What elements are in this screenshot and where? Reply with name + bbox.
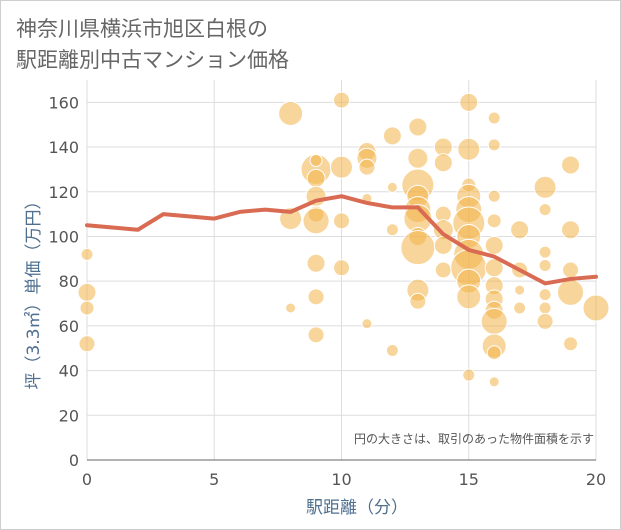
bubble [302,207,330,235]
bubble [488,376,500,388]
bubble [278,101,304,127]
bubble [538,301,552,315]
bubble [385,223,399,237]
bubble [487,138,501,152]
bubble [434,261,452,279]
size-note: 円の大きさは、取引のあった物件面積を示す [354,431,594,446]
bubble [457,137,481,161]
x-tick-label: 5 [209,470,219,489]
bubble [80,247,94,261]
bubble [484,235,504,255]
bubbles [77,91,610,388]
bubble [514,284,526,296]
bubble [386,181,398,193]
bubble [480,307,508,335]
bubble [79,300,95,316]
bubble [307,326,325,344]
y-tick-label: 60 [59,317,79,336]
bubble [306,168,326,188]
trend-line-group [85,194,598,286]
bubble [309,153,323,167]
chart-title-line2: 駅距離別中古マンション価格 [16,48,289,72]
bubble [562,261,580,279]
bubble [486,345,502,361]
y-axis-title: 坪（3.3㎡）単価（万円） [24,192,44,389]
bubble [285,302,297,314]
bubble [78,335,96,353]
bubble [407,147,429,169]
bubble [333,259,350,277]
bubble [400,230,436,266]
grid [86,80,597,460]
chart-title: 神奈川県横浜市旭区白根の 駅距離別中古マンション価格 [16,14,289,76]
bubble [513,301,527,315]
bubble [487,189,501,203]
x-axis-title: 駅距離（分） [306,498,408,518]
y-tick-label: 100 [48,227,79,246]
bubble [456,284,482,310]
bubble [561,155,581,175]
y-tick-label: 40 [59,362,79,381]
bubble [459,92,479,112]
y-tick-label: 0 [69,451,79,470]
x-tick-label: 10 [331,470,351,489]
bubble [306,253,326,273]
y-tick-label: 20 [59,406,79,425]
y-tick-label: 80 [59,272,79,291]
bubble [536,312,554,330]
bubble [487,111,501,125]
bubble [563,336,579,352]
bubble [538,203,552,217]
bubble [557,278,585,306]
bubble [486,213,502,229]
y-tick-label: 120 [48,183,79,202]
bubble [561,220,581,240]
y-tick-label: 160 [48,93,79,112]
chart-title-line1: 神奈川県横浜市旭区白根の [16,17,268,41]
bubble [538,288,552,302]
y-tick-label: 140 [48,138,79,157]
bubble [385,343,399,357]
bubble [433,153,453,173]
x-tick-label: 15 [459,470,479,489]
bubble [533,175,557,199]
bubble [538,259,552,273]
bubble [382,126,402,146]
bubble [330,155,353,179]
x-tick-label: 0 [82,470,92,489]
bubble [409,292,427,310]
bubble [408,117,428,137]
bubble [361,318,373,330]
bubble [307,288,325,306]
bubble [510,220,530,240]
bubble [462,368,476,382]
bubble [77,282,97,302]
axes: 0 20 40 60 80 100 120 140 160 0 5 10 15 20 [48,93,606,489]
bubble [538,245,552,259]
bubble [333,91,350,109]
x-tick-label: 20 [586,470,606,489]
trend-line [85,194,598,286]
bubble [333,212,350,230]
bubble [358,158,376,176]
bubble [582,294,610,322]
